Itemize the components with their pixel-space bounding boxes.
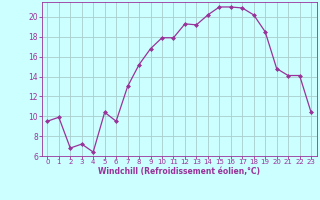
X-axis label: Windchill (Refroidissement éolien,°C): Windchill (Refroidissement éolien,°C) — [98, 167, 260, 176]
